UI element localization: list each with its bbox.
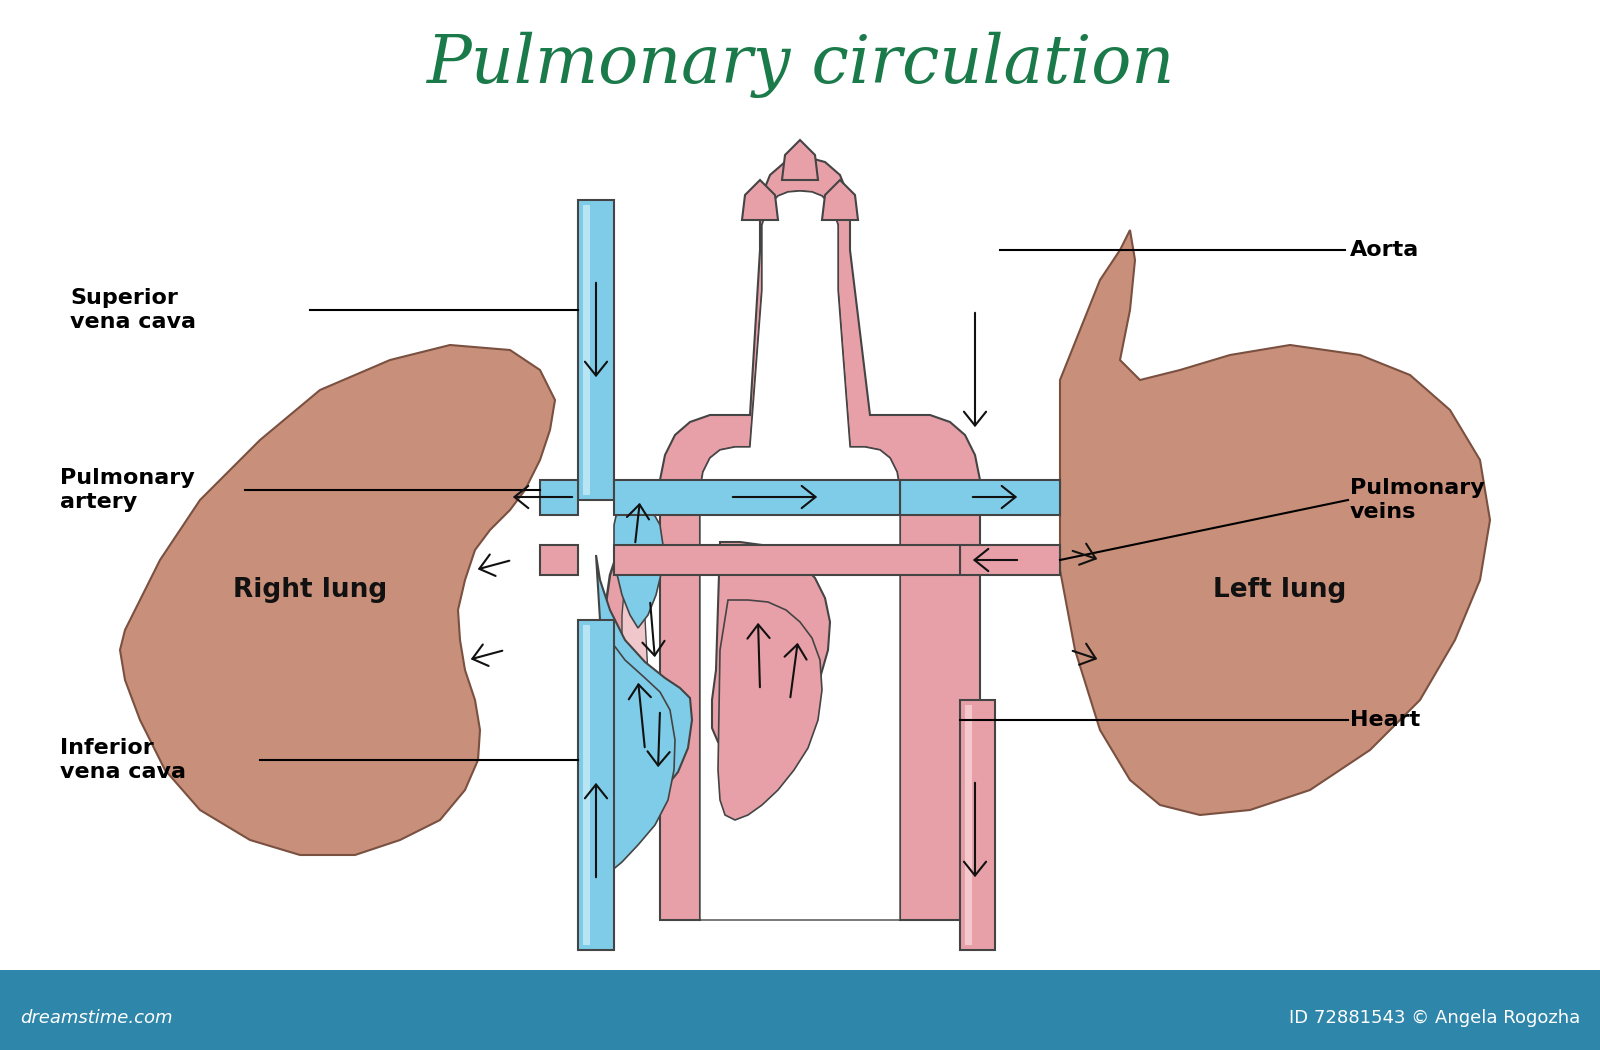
Polygon shape [712, 542, 830, 752]
Polygon shape [605, 520, 880, 755]
Text: ID 72881543 © Angela Rogozha: ID 72881543 © Angela Rogozha [1288, 1009, 1581, 1027]
Polygon shape [822, 180, 858, 220]
Polygon shape [120, 345, 555, 855]
Polygon shape [899, 480, 1059, 514]
Polygon shape [578, 620, 614, 950]
Text: Left lung: Left lung [1213, 578, 1347, 603]
Polygon shape [614, 510, 662, 628]
Polygon shape [960, 700, 995, 950]
Text: Superior
vena cava: Superior vena cava [70, 289, 195, 332]
Text: Inferior
vena cava: Inferior vena cava [61, 738, 186, 781]
Polygon shape [541, 545, 578, 575]
Polygon shape [701, 191, 899, 920]
Polygon shape [782, 140, 818, 180]
Polygon shape [661, 158, 979, 920]
Text: Aorta: Aorta [1350, 240, 1419, 260]
Polygon shape [582, 205, 590, 495]
Text: Pulmonary
veins: Pulmonary veins [1350, 479, 1485, 522]
Text: Pulmonary circulation: Pulmonary circulation [426, 32, 1174, 98]
Polygon shape [541, 480, 578, 514]
Polygon shape [622, 525, 874, 747]
Polygon shape [960, 545, 1059, 575]
Polygon shape [614, 480, 899, 514]
Text: Heart: Heart [1350, 710, 1421, 730]
Polygon shape [582, 625, 590, 945]
Polygon shape [965, 705, 973, 945]
Polygon shape [614, 545, 960, 575]
Polygon shape [595, 555, 691, 806]
Text: dreamstime.com: dreamstime.com [19, 1009, 173, 1027]
Polygon shape [742, 180, 778, 220]
Polygon shape [1059, 230, 1490, 815]
Text: Pulmonary
artery: Pulmonary artery [61, 468, 195, 511]
FancyBboxPatch shape [0, 970, 1600, 1050]
Polygon shape [578, 200, 614, 500]
Text: Right lung: Right lung [234, 578, 387, 603]
Polygon shape [605, 640, 675, 872]
Polygon shape [718, 600, 822, 820]
